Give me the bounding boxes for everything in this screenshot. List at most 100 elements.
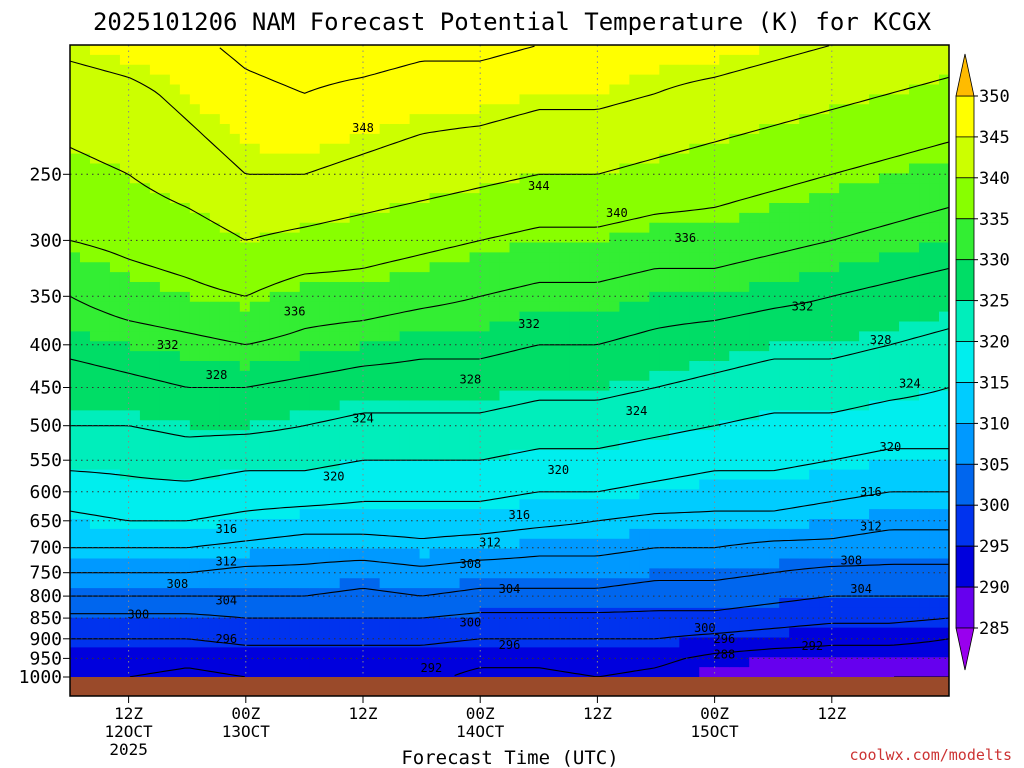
- heat-cell: [459, 370, 471, 382]
- heat-cell: [70, 193, 81, 204]
- heat-cell: [729, 203, 740, 214]
- heat-cell: [319, 124, 331, 135]
- heat-cell: [149, 479, 161, 490]
- heat-cell: [129, 657, 141, 668]
- heat-cell: [519, 568, 531, 579]
- heat-cell: [759, 627, 770, 639]
- heat-cell: [419, 272, 431, 283]
- heat-cell: [809, 578, 820, 589]
- heat-cell: [819, 124, 830, 135]
- heat-cell: [159, 440, 171, 451]
- heat-cell: [799, 272, 810, 283]
- heat-cell: [249, 291, 261, 303]
- heat-cell: [719, 558, 730, 569]
- heat-cell: [89, 183, 101, 194]
- heat-cell: [529, 390, 541, 402]
- heat-cell: [589, 627, 600, 639]
- heat-cell: [429, 331, 441, 342]
- heat-cell: [789, 528, 800, 540]
- heat-cell: [519, 657, 531, 668]
- heat-cell: [219, 617, 231, 629]
- heat-cell: [469, 153, 481, 165]
- heat-cell: [219, 479, 231, 490]
- heat-cell: [349, 203, 361, 214]
- heat-cell: [79, 232, 91, 244]
- heat-cell: [309, 252, 321, 263]
- heat-cell: [229, 558, 241, 569]
- heat-cell: [469, 212, 481, 224]
- heat-cell: [159, 45, 171, 56]
- heat-cell: [319, 568, 331, 579]
- heat-cell: [609, 311, 620, 323]
- heat-cell: [519, 193, 531, 204]
- heat-cell: [309, 380, 321, 392]
- heat-cell: [449, 351, 461, 362]
- heat-cell: [299, 390, 311, 402]
- heat-cell: [539, 361, 551, 372]
- heat-cell: [789, 143, 800, 155]
- heat-cell: [159, 528, 171, 540]
- heat-cell: [329, 104, 341, 115]
- heat-cell: [409, 282, 421, 293]
- heat-cell: [499, 222, 511, 234]
- heat-cell: [339, 153, 351, 165]
- heat-cell: [229, 331, 241, 342]
- heat-cell: [539, 449, 551, 461]
- heat-cell: [429, 598, 441, 609]
- heat-cell: [369, 459, 381, 471]
- heat-cell: [799, 54, 810, 66]
- heat-cell: [799, 104, 810, 115]
- heat-cell: [369, 143, 381, 155]
- heat-cell: [249, 84, 261, 95]
- heat-cell: [669, 548, 680, 560]
- heat-cell: [429, 94, 441, 105]
- heat-cell: [319, 420, 331, 431]
- heat-cell: [449, 114, 461, 125]
- heat-cell: [529, 449, 541, 461]
- heat-cell: [169, 617, 181, 629]
- heat-cell: [169, 242, 181, 253]
- heat-cell: [109, 272, 121, 283]
- heat-cell: [269, 449, 281, 461]
- heat-cell: [259, 242, 271, 253]
- heat-cell: [819, 242, 830, 253]
- heat-cell: [169, 222, 181, 234]
- heat-cell: [559, 370, 571, 382]
- heat-cell: [369, 607, 381, 619]
- heat-cell: [239, 114, 251, 125]
- heat-cell: [799, 449, 810, 461]
- heat-cell: [769, 390, 780, 402]
- heat-cell: [819, 489, 830, 500]
- heat-cell: [559, 74, 571, 86]
- heat-cell: [339, 114, 351, 125]
- heat-cell: [589, 568, 600, 579]
- heat-cell: [459, 519, 471, 530]
- heat-cell: [319, 54, 331, 66]
- heat-cell: [519, 598, 531, 609]
- heat-cell: [489, 588, 501, 599]
- heat-cell: [70, 94, 81, 105]
- heat-cell: [309, 153, 321, 165]
- heat-cell: [529, 124, 541, 135]
- heat-cell: [249, 301, 261, 313]
- heat-cell: [499, 647, 511, 658]
- heat-cell: [619, 647, 630, 658]
- heat-cell: [119, 242, 131, 253]
- heat-cell: [419, 459, 431, 471]
- heat-cell: [529, 133, 541, 145]
- heat-cell: [309, 301, 321, 313]
- heat-cell: [79, 114, 91, 125]
- heat-cell: [569, 548, 581, 560]
- heat-cell: [519, 242, 531, 253]
- heat-cell: [689, 400, 700, 411]
- heat-cell: [509, 272, 521, 283]
- heat-cell: [579, 617, 591, 629]
- heat-cell: [499, 124, 511, 135]
- heat-cell: [799, 282, 810, 293]
- heat-cell: [729, 351, 740, 362]
- heat-cell: [559, 133, 571, 145]
- heat-cell: [759, 193, 770, 204]
- heat-cell: [479, 133, 491, 145]
- heat-cell: [749, 94, 760, 105]
- heat-cell: [79, 54, 91, 66]
